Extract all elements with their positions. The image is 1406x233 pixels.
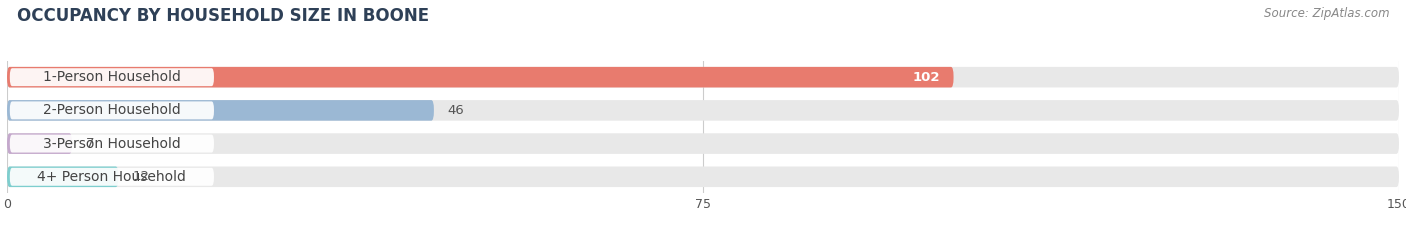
FancyBboxPatch shape — [7, 133, 1399, 154]
Text: 7: 7 — [86, 137, 94, 150]
Text: 46: 46 — [447, 104, 464, 117]
Text: 2-Person Household: 2-Person Household — [44, 103, 181, 117]
FancyBboxPatch shape — [10, 168, 214, 186]
FancyBboxPatch shape — [7, 133, 72, 154]
Text: 102: 102 — [912, 71, 939, 84]
Text: 12: 12 — [132, 170, 149, 183]
FancyBboxPatch shape — [7, 167, 118, 187]
FancyBboxPatch shape — [7, 167, 1399, 187]
FancyBboxPatch shape — [7, 100, 1399, 121]
FancyBboxPatch shape — [10, 101, 214, 119]
FancyBboxPatch shape — [7, 67, 1399, 87]
Text: OCCUPANCY BY HOUSEHOLD SIZE IN BOONE: OCCUPANCY BY HOUSEHOLD SIZE IN BOONE — [17, 7, 429, 25]
Text: 1-Person Household: 1-Person Household — [44, 70, 181, 84]
FancyBboxPatch shape — [10, 68, 214, 86]
FancyBboxPatch shape — [7, 100, 434, 121]
Text: 4+ Person Household: 4+ Person Household — [38, 170, 187, 184]
FancyBboxPatch shape — [7, 67, 953, 87]
FancyBboxPatch shape — [10, 135, 214, 153]
Text: 3-Person Household: 3-Person Household — [44, 137, 181, 151]
Text: Source: ZipAtlas.com: Source: ZipAtlas.com — [1264, 7, 1389, 20]
